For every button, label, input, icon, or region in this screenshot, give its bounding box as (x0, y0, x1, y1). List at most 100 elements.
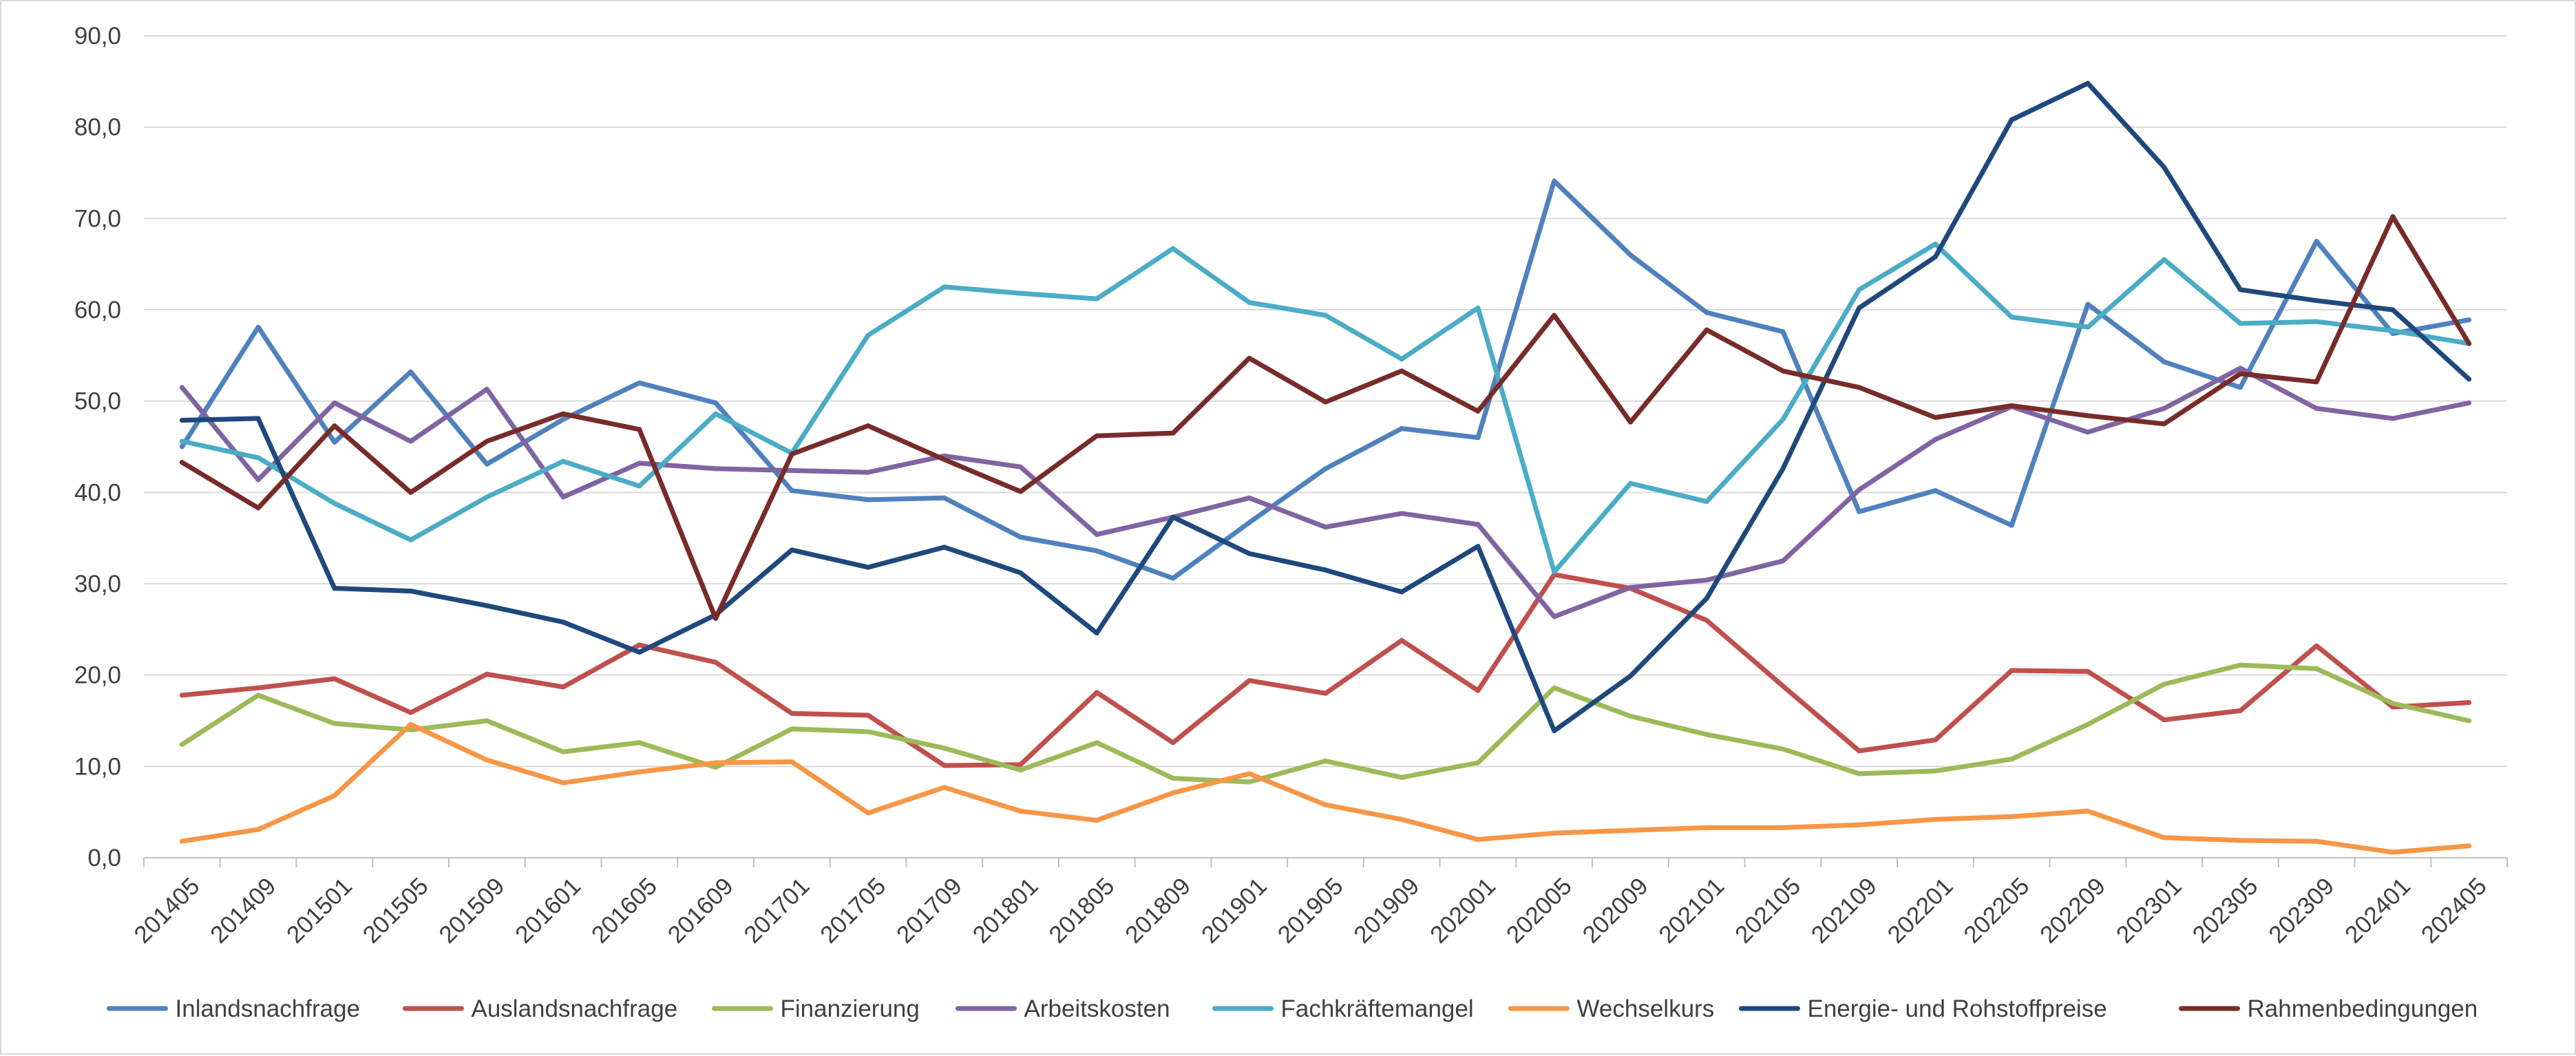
data-point (637, 483, 642, 489)
data-point (1552, 728, 1557, 734)
data-point (408, 589, 414, 594)
data-point (1170, 575, 1176, 581)
legend-item: Wechselkurs (1508, 995, 1714, 1022)
legend-label: Inlandsnachfrage (176, 995, 361, 1022)
data-point (637, 769, 642, 774)
data-point (1932, 254, 1938, 260)
series-2 (179, 662, 2472, 785)
data-point (637, 642, 642, 648)
x-tick-label: 201505 (358, 873, 434, 949)
data-point (560, 684, 566, 690)
data-point (1094, 631, 1099, 636)
data-point (179, 444, 184, 450)
data-point (865, 729, 871, 735)
x-tick-label: 202309 (2263, 873, 2339, 949)
data-point (1323, 758, 1328, 763)
series-4 (179, 241, 2472, 575)
data-point (1704, 825, 1709, 830)
data-point (2237, 366, 2243, 371)
data-point (2467, 341, 2472, 346)
data-point (1475, 688, 1481, 693)
data-point (1170, 790, 1176, 796)
data-point (1475, 305, 1481, 310)
data-point (2009, 522, 2014, 528)
data-point (713, 760, 719, 765)
data-point (1780, 558, 1786, 564)
data-point (1857, 822, 1862, 827)
data-point (1399, 637, 1404, 643)
data-point (1475, 408, 1481, 414)
data-point (1094, 690, 1099, 695)
data-point (713, 466, 719, 472)
data-point (255, 685, 261, 690)
data-point (2390, 701, 2396, 706)
data-point (1094, 740, 1099, 746)
data-point (408, 710, 414, 715)
legend-item: Arbeitskosten (956, 995, 1170, 1022)
data-point (484, 603, 489, 609)
data-point (560, 780, 566, 785)
data-point (2085, 302, 2091, 307)
x-tick-label: 202009 (1577, 873, 1653, 949)
data-point (1094, 548, 1099, 553)
data-point (1627, 827, 1633, 833)
data-point (2390, 307, 2396, 313)
data-point (484, 439, 489, 444)
data-point (2162, 257, 2167, 262)
data-point (1475, 836, 1481, 842)
data-point (484, 757, 489, 763)
data-point (1932, 436, 1938, 442)
data-point (1627, 713, 1633, 719)
data-point (942, 746, 947, 751)
legend-label: Arbeitskosten (1024, 995, 1170, 1022)
data-point (2009, 814, 2014, 819)
data-point (2467, 400, 2472, 405)
data-point (942, 545, 947, 550)
legend-label: Rahmenbedingungen (2248, 995, 2478, 1022)
data-point (560, 494, 566, 500)
data-point (1170, 776, 1176, 781)
data-point (484, 718, 489, 724)
data-point (1247, 495, 1252, 500)
x-tick-label: 202401 (2340, 873, 2416, 949)
data-point (255, 693, 261, 698)
data-point (2314, 379, 2319, 385)
data-point (637, 650, 642, 655)
data-point (637, 461, 642, 466)
series-1 (179, 572, 2472, 768)
data-point (255, 455, 261, 461)
data-point (560, 411, 566, 416)
data-point (1399, 357, 1404, 362)
data-point (942, 457, 947, 463)
data-point (1323, 466, 1328, 472)
data-point (1094, 818, 1099, 823)
data-point (1704, 499, 1709, 505)
data-point (2390, 416, 2396, 421)
data-point (1247, 299, 1252, 305)
x-tick-label: 202109 (1806, 873, 1882, 949)
series-5 (179, 721, 2472, 855)
data-point (1857, 748, 1862, 754)
data-point (1170, 430, 1176, 436)
data-point (637, 740, 642, 746)
x-tick-label: 201605 (587, 873, 662, 949)
data-point (2162, 421, 2167, 427)
series-3 (179, 366, 2472, 620)
data-point (2085, 81, 2091, 86)
legend-label: Finanzierung (781, 995, 920, 1022)
x-tick-label: 201701 (739, 873, 814, 949)
data-point (1627, 252, 1633, 257)
data-point (179, 460, 184, 465)
axes: 0,0 10,0 20,0 30,0 40,0 50,0 60,0 70,0 80,0 90,0 2… (74, 23, 2508, 949)
data-point (408, 721, 414, 727)
data-point (332, 500, 337, 506)
data-point (1704, 595, 1709, 601)
legend-label: Energie- und Rohstoffpreise (1808, 995, 2107, 1022)
data-point (713, 659, 719, 665)
data-point (1857, 487, 1862, 492)
data-point (408, 489, 414, 495)
data-point (2237, 838, 2243, 843)
data-point (560, 458, 566, 464)
data-point (408, 439, 414, 444)
